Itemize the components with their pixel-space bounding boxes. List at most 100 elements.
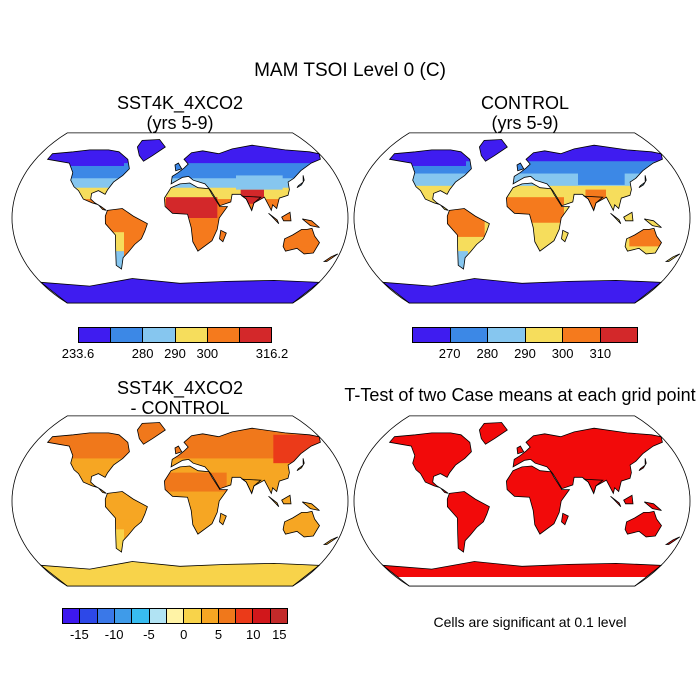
significance-note: Cells are significant at 0.1 level [433,614,627,630]
panel-title-br-line1: T-Test of two Case means at each grid po… [344,385,696,405]
colorbar-swatch [132,609,150,623]
colorbar-tick-label: 290 [514,346,536,361]
panel-title-tr: CONTROL (yrs 5-9) [375,93,675,133]
coastline-indonesia2 [623,211,634,222]
colorbar-tick-label: 300 [196,346,219,361]
coastline-namerica [46,432,130,494]
map-sst4k [11,132,349,304]
coastline-uk [516,445,525,455]
colorbar-tick-label: 300 [551,346,574,361]
panel-title-bl-line2: - CONTROL [130,398,230,418]
coastline-namerica [46,149,130,211]
map-frame [353,415,691,587]
coastline-eurasia [512,144,663,212]
colorbar-swatch [218,609,237,623]
colorbar-sst4k [78,327,272,343]
coastline-japan [296,458,305,472]
panel-title-tr-line1: CONTROL [480,93,569,113]
coastline-namerica [388,149,472,211]
colorbar-tick-label: 0 [180,627,188,642]
coastline-indonesia1 [610,212,622,224]
panel-title-tl-line1: SST4K_4XCO2 [116,93,244,113]
coastline-newguinea [644,218,662,228]
map-frame [11,415,349,587]
coastline-uk [174,162,183,172]
coastline-india [240,478,262,495]
colorbar-tick-label: -15 [69,627,89,642]
coastline-australia [624,510,662,538]
panel-title-br: T-Test of two Case means at each grid po… [340,385,700,405]
coastline-madagascar [561,229,569,243]
colorbar-tick-label: 280 [131,346,154,361]
colorbar-swatch [184,609,202,623]
colorbar-swatch [563,328,601,342]
coastline-namerica [388,432,472,494]
panel-title-tr-line2: (yrs 5-9) [491,113,559,133]
colorbar-swatch [270,609,288,623]
coastline-indonesia1 [610,495,622,507]
coastline-samerica [104,208,148,270]
colorbar-swatch [413,328,451,342]
colorbar-tick-label: 15 [272,627,287,642]
colorbar-swatch [253,609,271,623]
coastline-indonesia1 [268,495,280,507]
colorbar-tick-label: -10 [104,627,124,642]
map-control [353,132,691,304]
colorbar-swatch [207,328,240,342]
coastline-samerica [446,208,490,270]
panel-title-tl-line2: (yrs 5-9) [146,113,214,133]
colorbar-swatch [488,328,526,342]
coastline-australia [282,510,320,538]
coastline-samerica [104,491,148,553]
coastline-india [582,478,604,495]
colorbar-tick-label: 316.2 [255,346,289,361]
coastline-japan [638,458,647,472]
colorbar-swatch [114,609,133,623]
colorbar-tick-label: 270 [438,346,461,361]
coastline-greenland [478,139,508,162]
coastline-india [582,195,604,212]
map-frame [353,132,691,304]
figure-title: MAM TSOI Level 0 (C) [254,60,446,81]
coastline-greenland [136,422,166,445]
colorbar-tick-label: -5 [143,627,155,642]
colorbar-swatch [79,328,112,342]
colorbar-swatch [149,609,167,623]
colorbar-tick-label: 5 [214,627,223,642]
colorbar-swatch [111,328,144,342]
coastline-eurasia [512,427,663,495]
colorbar-swatch [450,328,488,342]
coastline-samerica [446,491,490,553]
colorbar-tick-label: 280 [476,346,499,361]
coastline-greenland [478,422,508,445]
colorbar-swatch [201,609,219,623]
coastline-uk [516,162,525,172]
coastline-japan [296,175,305,189]
colorbar-tick-label: 10 [245,627,261,642]
panel-title-bl: SST4K_4XCO2 - CONTROL [30,378,330,418]
panel-title-tl: SST4K_4XCO2 (yrs 5-9) [30,93,330,133]
coastline-india [240,195,262,212]
coastline-australia [282,227,320,255]
coastline-indonesia2 [281,211,292,222]
colorbar-swatch [175,328,208,342]
coastline-eurasia [170,427,321,495]
coastline-nz [664,536,681,545]
coastline-africa [505,182,571,252]
coastline-japan [638,175,647,189]
coastline-uk [174,445,183,455]
coastline-madagascar [219,512,227,526]
map-ttest [353,415,691,587]
map-frame [11,132,349,304]
coastline-indonesia2 [281,494,292,505]
coastline-africa [163,182,229,252]
colorbar-tick-label: 290 [164,346,186,361]
coastline-africa [163,465,229,535]
coastline-indonesia1 [268,212,280,224]
coastline-madagascar [561,512,569,526]
colorbar-swatch [63,609,81,623]
colorbar-control [412,327,638,343]
colorbar-swatch [80,609,98,623]
colorbar-swatch [166,609,185,623]
colorbar-difference [62,608,288,624]
